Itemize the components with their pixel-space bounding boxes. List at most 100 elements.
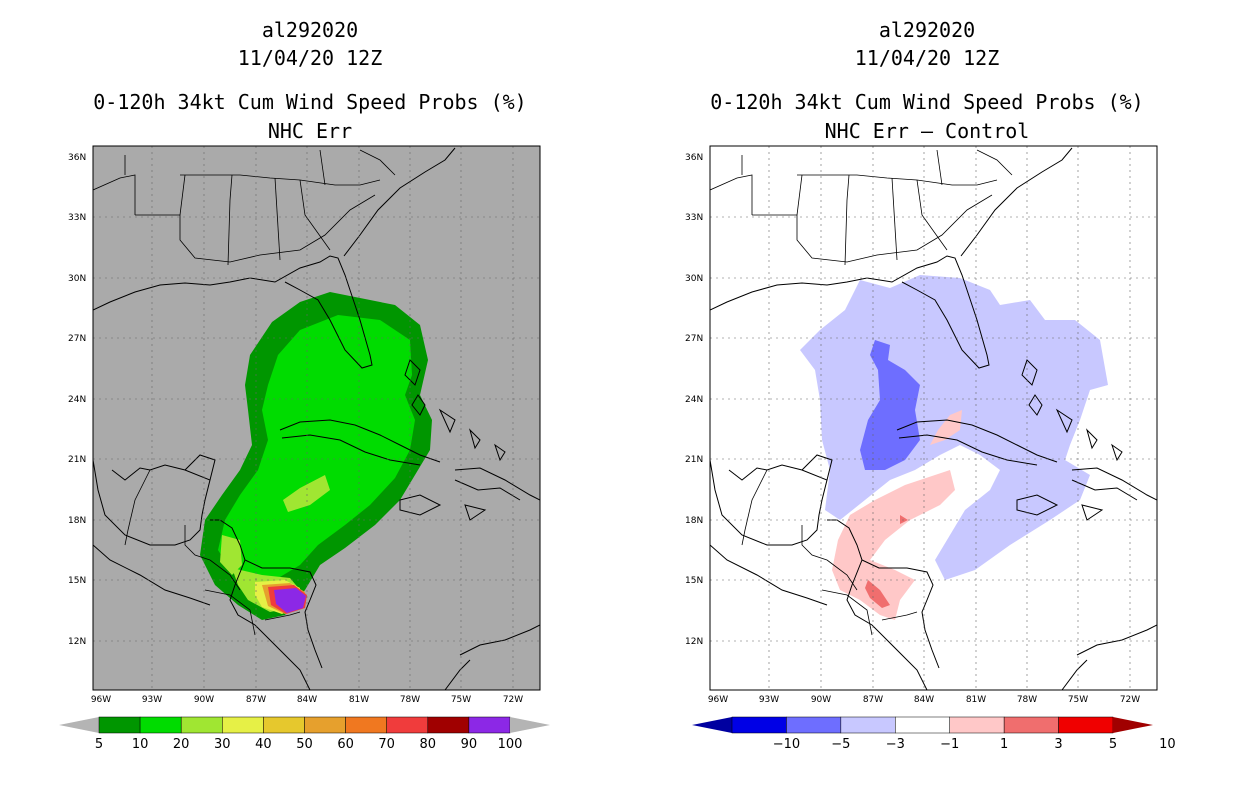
- lat-label: 15N: [68, 576, 86, 586]
- lon-label: 87W: [863, 695, 883, 705]
- lat-label: 21N: [68, 455, 86, 465]
- lon-label: 72W: [503, 695, 523, 705]
- lat-label: 21N: [685, 455, 703, 465]
- colorbar-swatch: [1058, 716, 1114, 734]
- colorbar-label: 60: [337, 737, 354, 752]
- right-map: 36N 33N 30N 27N 24N 21N 18N 15N 12N 96W …: [685, 145, 1158, 705]
- lon-label: 96W: [708, 695, 728, 705]
- right-datetime: 11/04/20 12Z: [854, 46, 1000, 70]
- colorbar-label: 100: [497, 737, 523, 752]
- lon-label: 84W: [914, 695, 934, 705]
- colorbar-extend-right: [1113, 717, 1153, 733]
- colorbar-swatch: [98, 716, 141, 734]
- lat-label: 24N: [685, 395, 703, 405]
- right-coastlines: [710, 147, 1157, 690]
- left-lat-labels: 36N 33N 30N 27N 24N 21N 18N 15N 12N: [68, 153, 86, 647]
- lat-label: 12N: [68, 637, 86, 647]
- lon-label: 93W: [142, 695, 162, 705]
- lat-label: 36N: [68, 153, 86, 163]
- prob-swath-20-a: [283, 475, 330, 512]
- left-grid: [93, 146, 540, 690]
- lat-label: 27N: [68, 334, 86, 344]
- lon-label: 90W: [194, 695, 214, 705]
- colorbar-swatch: [139, 716, 182, 734]
- colorbar-extend-left: [692, 717, 732, 733]
- lon-label: 87W: [246, 695, 266, 705]
- lon-label: 81W: [966, 695, 986, 705]
- colorbar-swatch: [427, 716, 470, 734]
- lat-label: 18N: [68, 516, 86, 526]
- lon-label: 72W: [1120, 695, 1140, 705]
- left-lon-labels: 96W 93W 90W 87W 84W 81W 78W 75W 72W: [91, 695, 523, 705]
- colorbar-label: 10: [1159, 737, 1176, 752]
- left-product-title: 0-120h 34kt Cum Wind Speed Probs (%): [93, 90, 527, 114]
- lon-label: 78W: [400, 695, 420, 705]
- left-colorbar: [59, 716, 550, 734]
- lon-label: 81W: [349, 695, 369, 705]
- lat-label: 15N: [685, 576, 703, 586]
- colorbar-extend-left: [59, 717, 99, 733]
- left-subtitle: NHC Err: [267, 119, 353, 143]
- left-storm-id: al292020: [261, 18, 359, 42]
- colorbar-label: 20: [172, 737, 190, 752]
- lon-label: 75W: [1068, 695, 1088, 705]
- lat-label: 36N: [685, 153, 703, 163]
- colorbar-extend-right: [510, 717, 550, 733]
- colorbar-label: 90: [460, 737, 478, 752]
- lon-label: 84W: [297, 695, 317, 705]
- prob-swath-10: [218, 315, 415, 585]
- right-storm-id: al292020: [878, 18, 976, 42]
- colorbar-label: 10: [131, 737, 149, 752]
- lat-label: 18N: [685, 516, 703, 526]
- diff-region-plus1: [832, 410, 962, 620]
- right-grid: [710, 146, 1157, 690]
- colorbar-swatch: [345, 716, 387, 734]
- colorbar-swatch: [949, 716, 1005, 734]
- colorbar-label: 5: [94, 737, 104, 752]
- colorbar-label: 70: [378, 737, 395, 752]
- right-lon-labels: 96W 93W 90W 87W 84W 81W 78W 75W 72W: [708, 695, 1140, 705]
- right-subtitle: NHC Err – Control: [824, 119, 1030, 143]
- colorbar-label: 1: [1000, 737, 1009, 752]
- colorbar-swatch: [386, 716, 429, 734]
- right-colorbar: [692, 716, 1153, 734]
- lon-label: 90W: [811, 695, 831, 705]
- colorbar-swatch: [1003, 716, 1059, 734]
- lat-label: 30N: [685, 274, 703, 284]
- colorbar-label: 3: [1054, 737, 1063, 752]
- lon-label: 93W: [759, 695, 779, 705]
- colorbar-label: −3: [885, 737, 905, 752]
- left-borders: [93, 149, 396, 636]
- colorbar-swatch: [895, 716, 950, 734]
- lon-label: 78W: [1017, 695, 1037, 705]
- lon-label: 96W: [91, 695, 111, 705]
- lat-label: 27N: [685, 334, 703, 344]
- colorbar-label: −10: [772, 737, 801, 752]
- left-map: 36N 33N 30N 27N 24N 21N 18N 15N 12N 96W …: [68, 145, 541, 705]
- colorbar-label: 40: [255, 737, 272, 752]
- right-lat-labels: 36N 33N 30N 27N 24N 21N 18N 15N 12N: [685, 153, 703, 647]
- colorbar-swatch: [304, 716, 346, 734]
- colorbar-swatch: [222, 716, 264, 734]
- right-borders: [710, 149, 1013, 636]
- colorbar-swatch: [786, 716, 842, 734]
- colorbar-label: 5: [1108, 737, 1118, 752]
- lat-label: 33N: [685, 213, 703, 223]
- lat-label: 24N: [68, 395, 86, 405]
- lat-label: 30N: [68, 274, 86, 284]
- prob-swath-100: [274, 588, 306, 613]
- colorbar-label: 80: [419, 737, 437, 752]
- left-datetime: 11/04/20 12Z: [237, 46, 383, 70]
- lat-label: 12N: [685, 637, 703, 647]
- colorbar-label: −1: [940, 737, 960, 752]
- right-product-title: 0-120h 34kt Cum Wind Speed Probs (%): [710, 90, 1144, 114]
- colorbar-swatch: [263, 716, 305, 734]
- lon-label: 75W: [451, 695, 471, 705]
- prob-swath-20-b: [220, 535, 242, 575]
- left-coastlines: [93, 147, 540, 690]
- colorbar-swatch: [180, 716, 223, 734]
- colorbar-label: −5: [831, 737, 851, 752]
- colorbar-swatch: [840, 716, 896, 734]
- colorbar-swatch: [731, 716, 787, 734]
- colorbar-label: 50: [296, 737, 313, 752]
